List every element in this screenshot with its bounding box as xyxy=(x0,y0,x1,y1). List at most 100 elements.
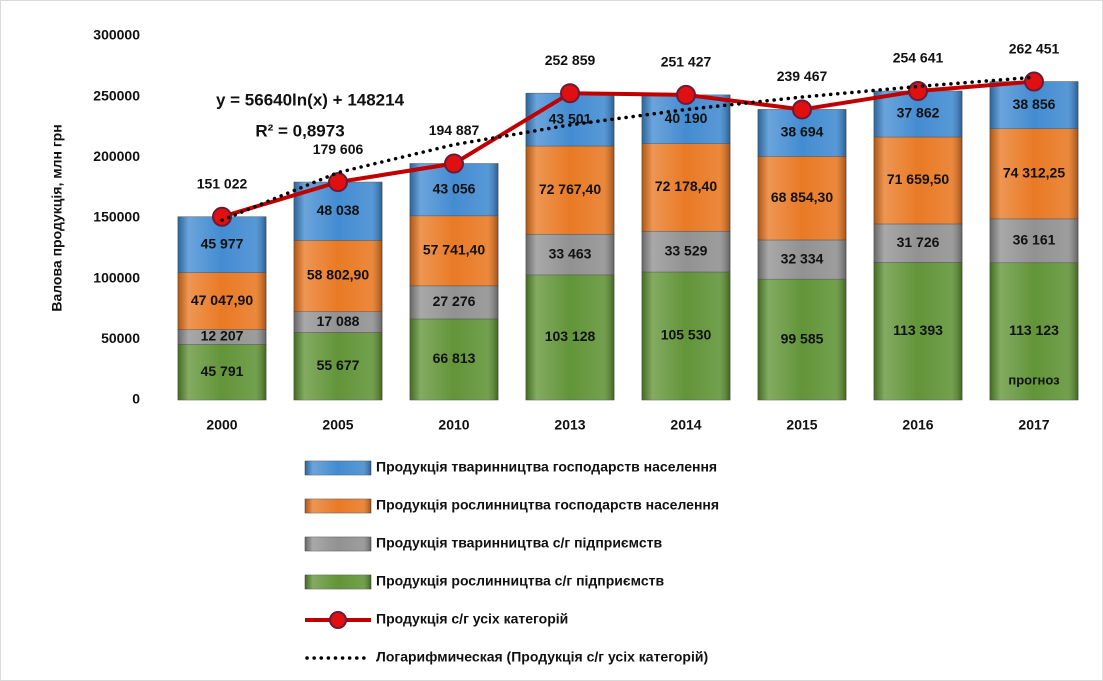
legend-label: Логарифмическая (Продукція с/г усіх кате… xyxy=(376,649,708,665)
data-label: 33 463 xyxy=(549,245,592,261)
y-tick-label: 150000 xyxy=(93,209,140,225)
data-label: 17 088 xyxy=(317,313,360,329)
data-label: 31 726 xyxy=(897,234,940,250)
total-label: 194 887 xyxy=(429,122,480,138)
line-marker xyxy=(792,99,812,120)
x-tick-label: 2016 xyxy=(902,417,933,433)
trend-equation: y = 56640ln(x) + 148214 xyxy=(216,90,405,109)
y-axis-label: Валова продукція, млн грн xyxy=(49,124,65,311)
x-tick-label: 2010 xyxy=(438,417,469,433)
bar-sheen xyxy=(293,332,383,400)
data-label: 38 856 xyxy=(1013,96,1056,112)
total-label: 254 641 xyxy=(893,50,944,66)
legend-label: Продукція тваринництва господарств насел… xyxy=(376,459,717,475)
bar-sheen xyxy=(641,271,731,400)
legend-label: Продукція рослинництва с/г підприємств xyxy=(376,573,664,589)
line-marker xyxy=(908,81,928,102)
bar-sheen xyxy=(757,239,847,280)
bar-sheen xyxy=(989,262,1079,400)
data-label: 12 207 xyxy=(201,328,244,344)
x-tick-label: 2000 xyxy=(206,417,237,433)
data-label: 103 128 xyxy=(545,328,596,344)
y-tick-label: 100000 xyxy=(93,269,140,285)
x-tick-label: 2017 xyxy=(1018,417,1049,433)
data-label: 57 741,40 xyxy=(423,242,485,258)
data-label: 71 659,50 xyxy=(887,171,949,187)
data-label: 37 862 xyxy=(897,105,940,121)
bar-sheen xyxy=(525,274,615,400)
data-label: 48 038 xyxy=(317,202,360,218)
data-label: 99 585 xyxy=(781,330,824,346)
bar-sheen xyxy=(873,136,963,224)
x-tick-label: 2014 xyxy=(670,417,701,433)
data-label: 36 161 xyxy=(1013,232,1056,248)
bar-sheen xyxy=(293,311,383,333)
data-label: 33 529 xyxy=(665,242,708,258)
data-label: 72 178,40 xyxy=(655,178,717,194)
legend-sheen xyxy=(305,461,371,475)
y-tick-label: 0 xyxy=(132,391,140,407)
legend-sheen xyxy=(305,575,371,589)
bar-sheen xyxy=(409,215,499,286)
line-marker xyxy=(328,172,348,193)
data-label: 58 802,90 xyxy=(307,267,369,283)
legend-label: Продукція рослинництва господарств насел… xyxy=(376,497,719,513)
bar-sheen xyxy=(409,285,499,319)
bar-sheen xyxy=(757,279,847,400)
total-label: 179 606 xyxy=(313,141,364,157)
bar-sheen xyxy=(989,128,1079,219)
bar-sheen xyxy=(293,240,383,312)
data-label: 72 767,40 xyxy=(539,181,601,197)
data-label: 113 393 xyxy=(893,322,943,338)
y-tick-label: 250000 xyxy=(93,87,140,103)
legend-label: Продукція с/г усіх категорій xyxy=(376,611,568,627)
x-tick-label: 2005 xyxy=(322,417,353,433)
x-tick-label: 2013 xyxy=(554,417,585,433)
data-label: 68 854,30 xyxy=(771,189,833,205)
legend-sheen xyxy=(305,499,371,513)
line-marker xyxy=(212,206,232,227)
data-label: 55 677 xyxy=(317,357,360,373)
legend-marker xyxy=(329,611,347,629)
data-label: 32 334 xyxy=(781,250,824,266)
bar-sheen xyxy=(873,262,963,400)
x-tick-label: 2015 xyxy=(786,417,817,433)
data-label: 105 530 xyxy=(661,327,712,343)
r-squared: R² = 0,8973 xyxy=(255,121,344,140)
data-label: 45 977 xyxy=(201,235,244,251)
forecast-note: прогноз xyxy=(1008,372,1060,387)
legend-sheen xyxy=(305,537,371,551)
total-label: 252 859 xyxy=(545,52,596,68)
bar-sheen xyxy=(525,234,615,275)
y-tick-label: 50000 xyxy=(101,330,140,346)
total-label: 151 022 xyxy=(197,175,248,191)
legend-label: Продукція тваринництва с/г підприємств xyxy=(376,535,662,551)
data-label: 66 813 xyxy=(433,350,476,366)
bar-sheen xyxy=(873,223,963,263)
y-tick-label: 300000 xyxy=(93,27,140,43)
data-label: 38 694 xyxy=(781,124,824,140)
bar-sheen xyxy=(757,156,847,240)
bar-sheen xyxy=(177,329,267,345)
bar-sheen xyxy=(989,218,1079,263)
line-marker xyxy=(676,84,696,105)
line-marker xyxy=(444,153,464,174)
data-label: 74 312,25 xyxy=(1003,164,1065,180)
bar-sheen xyxy=(525,145,615,235)
bar-sheen xyxy=(177,344,267,400)
bar-sheen xyxy=(641,143,731,232)
bar-sheen xyxy=(409,318,499,400)
bar-sheen xyxy=(641,231,731,272)
bar-sheen xyxy=(177,272,267,330)
data-label: 43 501 xyxy=(549,110,592,126)
data-label: 47 047,90 xyxy=(191,292,253,308)
line-marker xyxy=(560,83,580,104)
data-label: 43 056 xyxy=(433,180,476,196)
data-label: 113 123 xyxy=(1009,322,1059,338)
data-label: 40 190 xyxy=(665,110,708,126)
total-label: 262 451 xyxy=(1009,40,1060,56)
data-label: 27 276 xyxy=(433,293,476,309)
total-line xyxy=(220,79,1036,219)
line-marker xyxy=(1024,71,1044,92)
